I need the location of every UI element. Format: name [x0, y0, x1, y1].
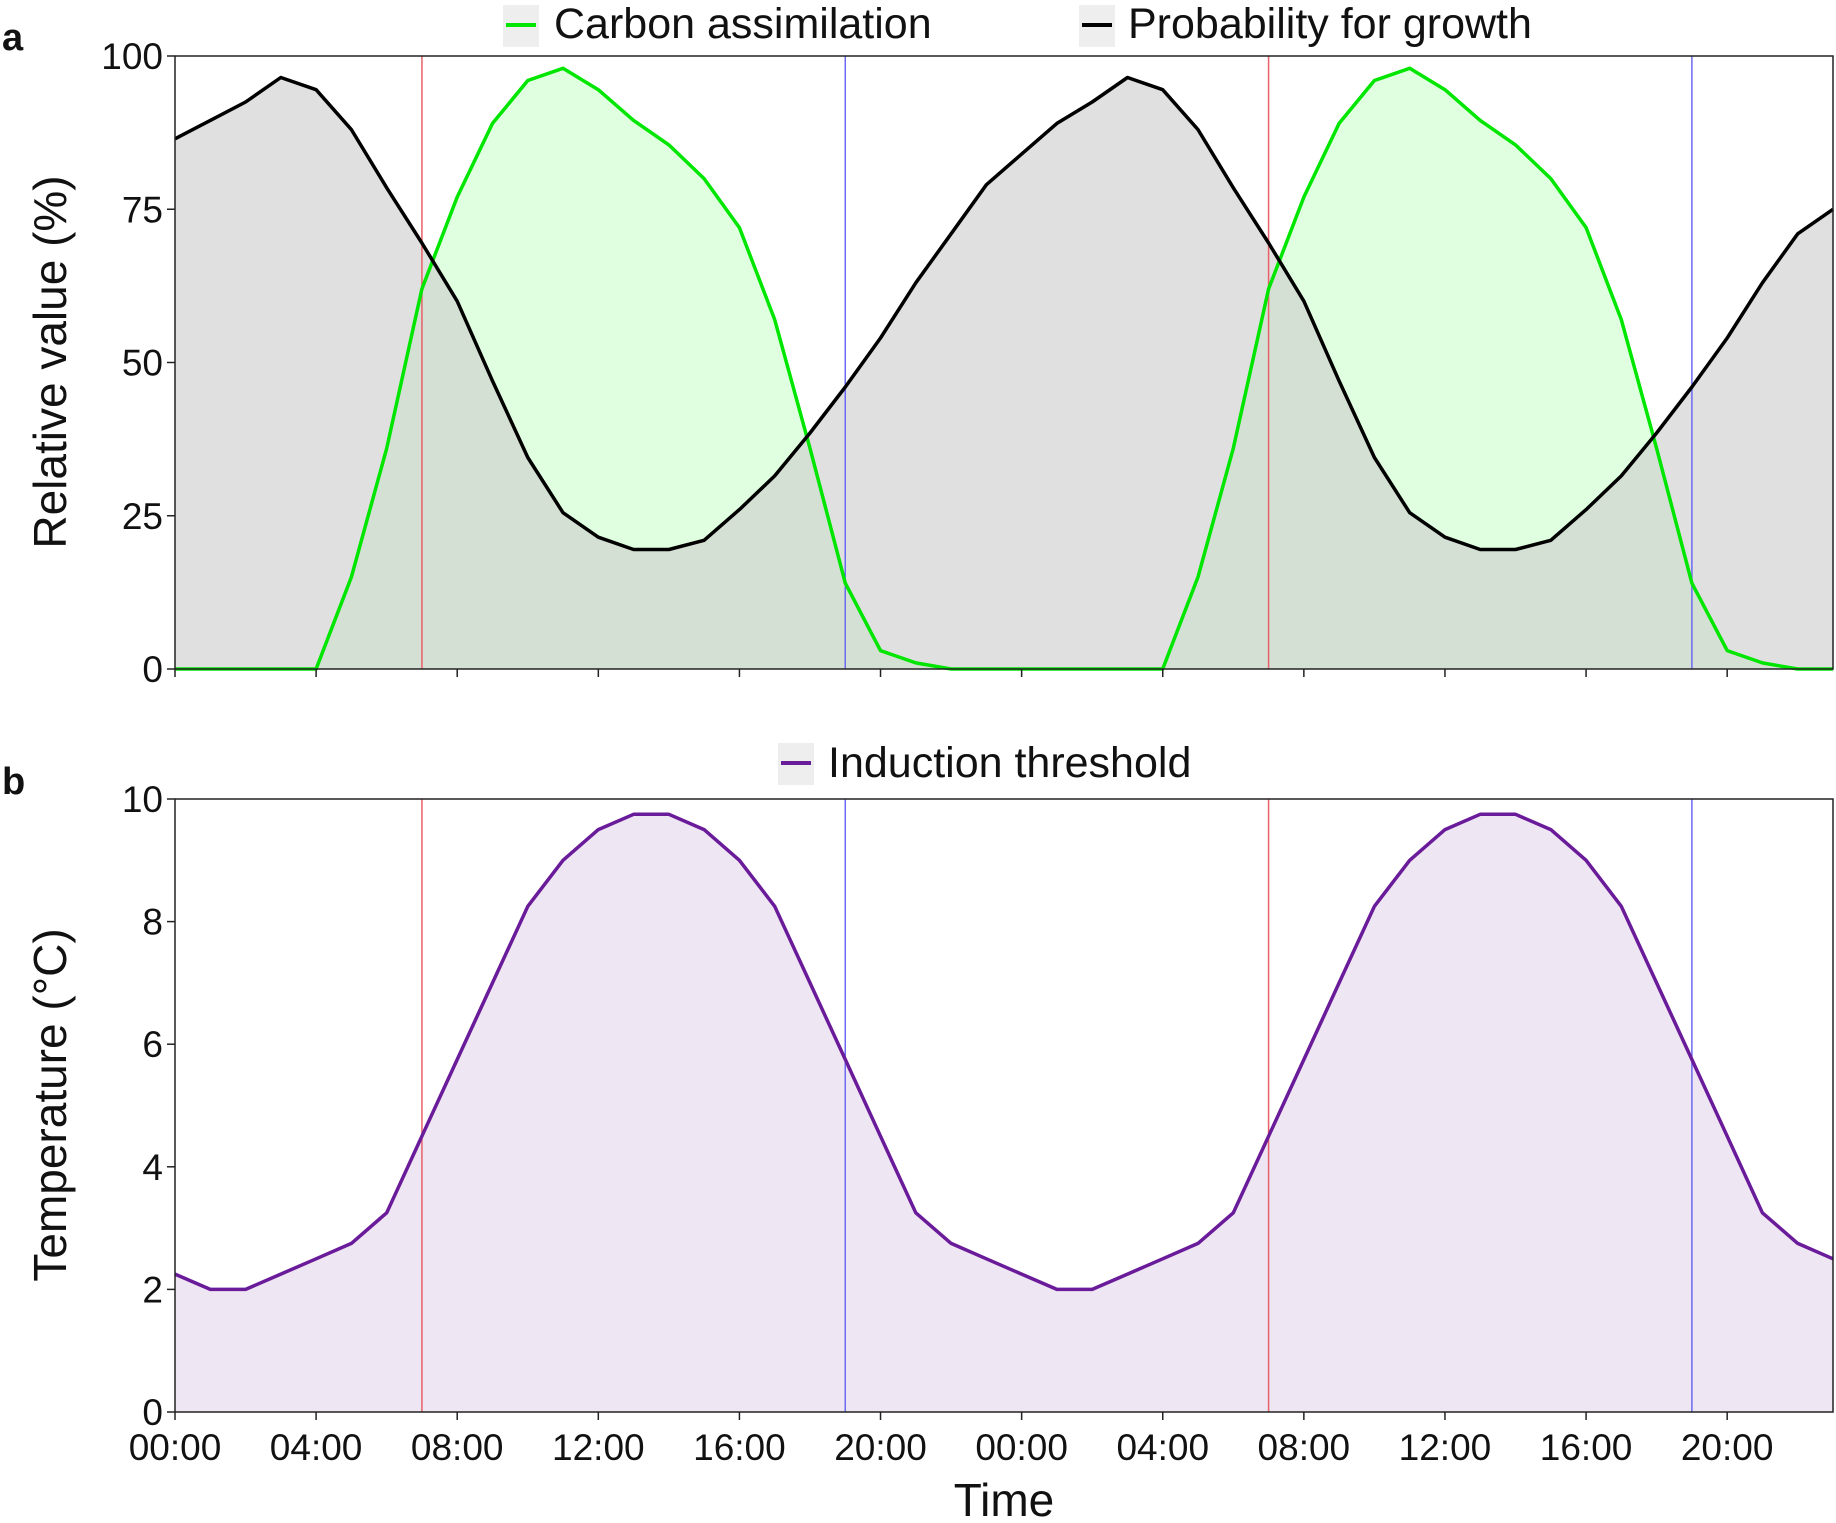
y-tick-label: 25: [122, 496, 163, 537]
legend-label-carbon: Carbon assimilation: [554, 0, 932, 48]
panel-a: a 0 25 50 75 100 Relative value (%) Carbon a…: [2, 0, 1834, 690]
area-fill-induction-threshold: [175, 814, 1833, 1412]
x-tick-label: 04:00: [270, 1427, 363, 1468]
y-tick-label: 4: [142, 1147, 163, 1188]
panel-a-y-ticks: 0 25 50 75 100: [101, 36, 175, 690]
x-axis-title: Time: [954, 1474, 1055, 1523]
panel-b-y-ticks: 0 2 4 6 8 10: [122, 779, 175, 1433]
panel-b-lines: [174, 812, 1834, 1292]
x-tick-label: 20:00: [834, 1427, 927, 1468]
panel-a-day-markers: [421, 56, 1693, 669]
y-tick-label: 2: [142, 1269, 163, 1310]
x-tick-label: 16:00: [693, 1427, 786, 1468]
x-tick-label: 16:00: [1540, 1427, 1633, 1468]
series-line-probability-for-growth: [174, 75, 1834, 552]
panel-b-x-ticks: 00:00 04:00 08:00 12:00 16:00 20:00 00:00 04:00…: [129, 1412, 1774, 1468]
panel-a-letter: a: [2, 17, 24, 59]
x-tick-label: 20:00: [1681, 1427, 1774, 1468]
y-tick-label: 10: [122, 779, 163, 820]
x-tick-label: 08:00: [411, 1427, 504, 1468]
panel-a-fills: [175, 68, 1833, 670]
panel-b-plot-frame: [174, 798, 1834, 1413]
panel-a-x-ticks: [174, 669, 1728, 677]
x-tick-label: 00:00: [975, 1427, 1068, 1468]
legend-item-induction-threshold: Induction threshold: [778, 739, 1191, 787]
panel-b-day-markers: [421, 799, 1693, 1412]
y-tick-label: 75: [122, 189, 163, 230]
y-tick-label: 100: [101, 36, 163, 77]
panel-b-letter: b: [2, 761, 25, 803]
panel-b-legend: Induction threshold: [778, 739, 1191, 787]
x-tick-label: 12:00: [1399, 1427, 1492, 1468]
legend-item-carbon-assimilation: Carbon assimilation: [503, 0, 932, 48]
x-tick-label: 00:00: [129, 1427, 222, 1468]
y-tick-label: 0: [142, 649, 163, 690]
panel-a-legend: Carbon assimilation Probability for grow…: [503, 0, 1532, 48]
x-tick-label: 04:00: [1116, 1427, 1209, 1468]
y-tick-label: 6: [142, 1024, 163, 1065]
area-fill-probability-for-growth: [175, 77, 1833, 669]
y-tick-label: 0: [142, 1392, 163, 1433]
y-tick-label: 8: [142, 902, 163, 943]
panel-b-fills: [175, 814, 1833, 1412]
panel-b-y-axis-title: Temperature (°C): [24, 928, 76, 1281]
legend-label-induction: Induction threshold: [828, 739, 1191, 787]
x-tick-label: 08:00: [1258, 1427, 1351, 1468]
series-line-induction-threshold: [174, 812, 1834, 1292]
panel-b: b 0 2 4 6 8 10 00:00 04:00 08:00 12:00 16:00 20:00…: [2, 739, 1834, 1523]
legend-label-growth: Probability for growth: [1128, 0, 1532, 48]
y-tick-label: 50: [122, 343, 163, 384]
legend-item-probability-growth: Probability for growth: [1079, 0, 1532, 48]
x-tick-label: 12:00: [552, 1427, 645, 1468]
panel-a-y-axis-title: Relative value (%): [24, 175, 76, 548]
